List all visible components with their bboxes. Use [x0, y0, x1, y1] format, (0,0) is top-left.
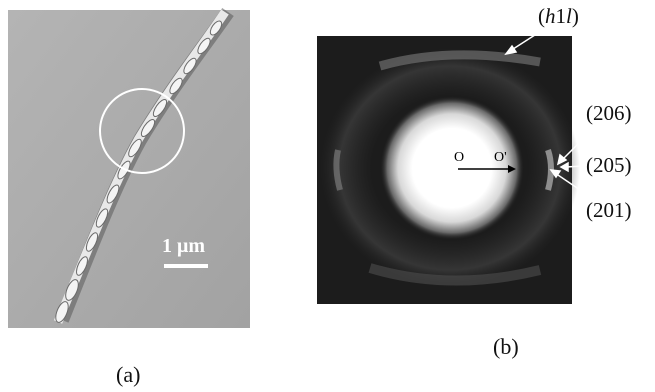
- ribbon-twists: [55, 20, 223, 323]
- panel-b: O O' (h1l) (206) (205) (201) (b): [300, 0, 655, 392]
- panel-a: 1 μm (a): [0, 0, 300, 392]
- panel-a-caption: (a): [116, 362, 141, 387]
- right-reflection: [545, 149, 554, 191]
- h1l-arc: [378, 50, 541, 71]
- reflection-label-206: (206): [586, 101, 632, 125]
- highlight-circle: [99, 88, 185, 174]
- left-reflection: [333, 149, 343, 191]
- origin-label: O: [454, 150, 465, 165]
- shifted-origin-label: O': [494, 150, 507, 165]
- central-beam: [380, 96, 524, 240]
- sem-micrograph: 1 μm: [8, 7, 250, 328]
- scale-bar-label: 1 μm: [162, 235, 205, 257]
- lower-arc: [368, 263, 542, 286]
- scale-bar: [164, 264, 208, 268]
- reflection-label-h1l: (h1l): [538, 4, 579, 28]
- reflection-label-201: (201): [586, 198, 632, 222]
- diffraction-pattern: [317, 23, 587, 304]
- origin-shift-arrowhead: [508, 165, 516, 173]
- reflection-label-205: (205): [586, 153, 632, 177]
- panel-b-caption: (b): [493, 334, 519, 359]
- reflection-pointers: [504, 23, 587, 195]
